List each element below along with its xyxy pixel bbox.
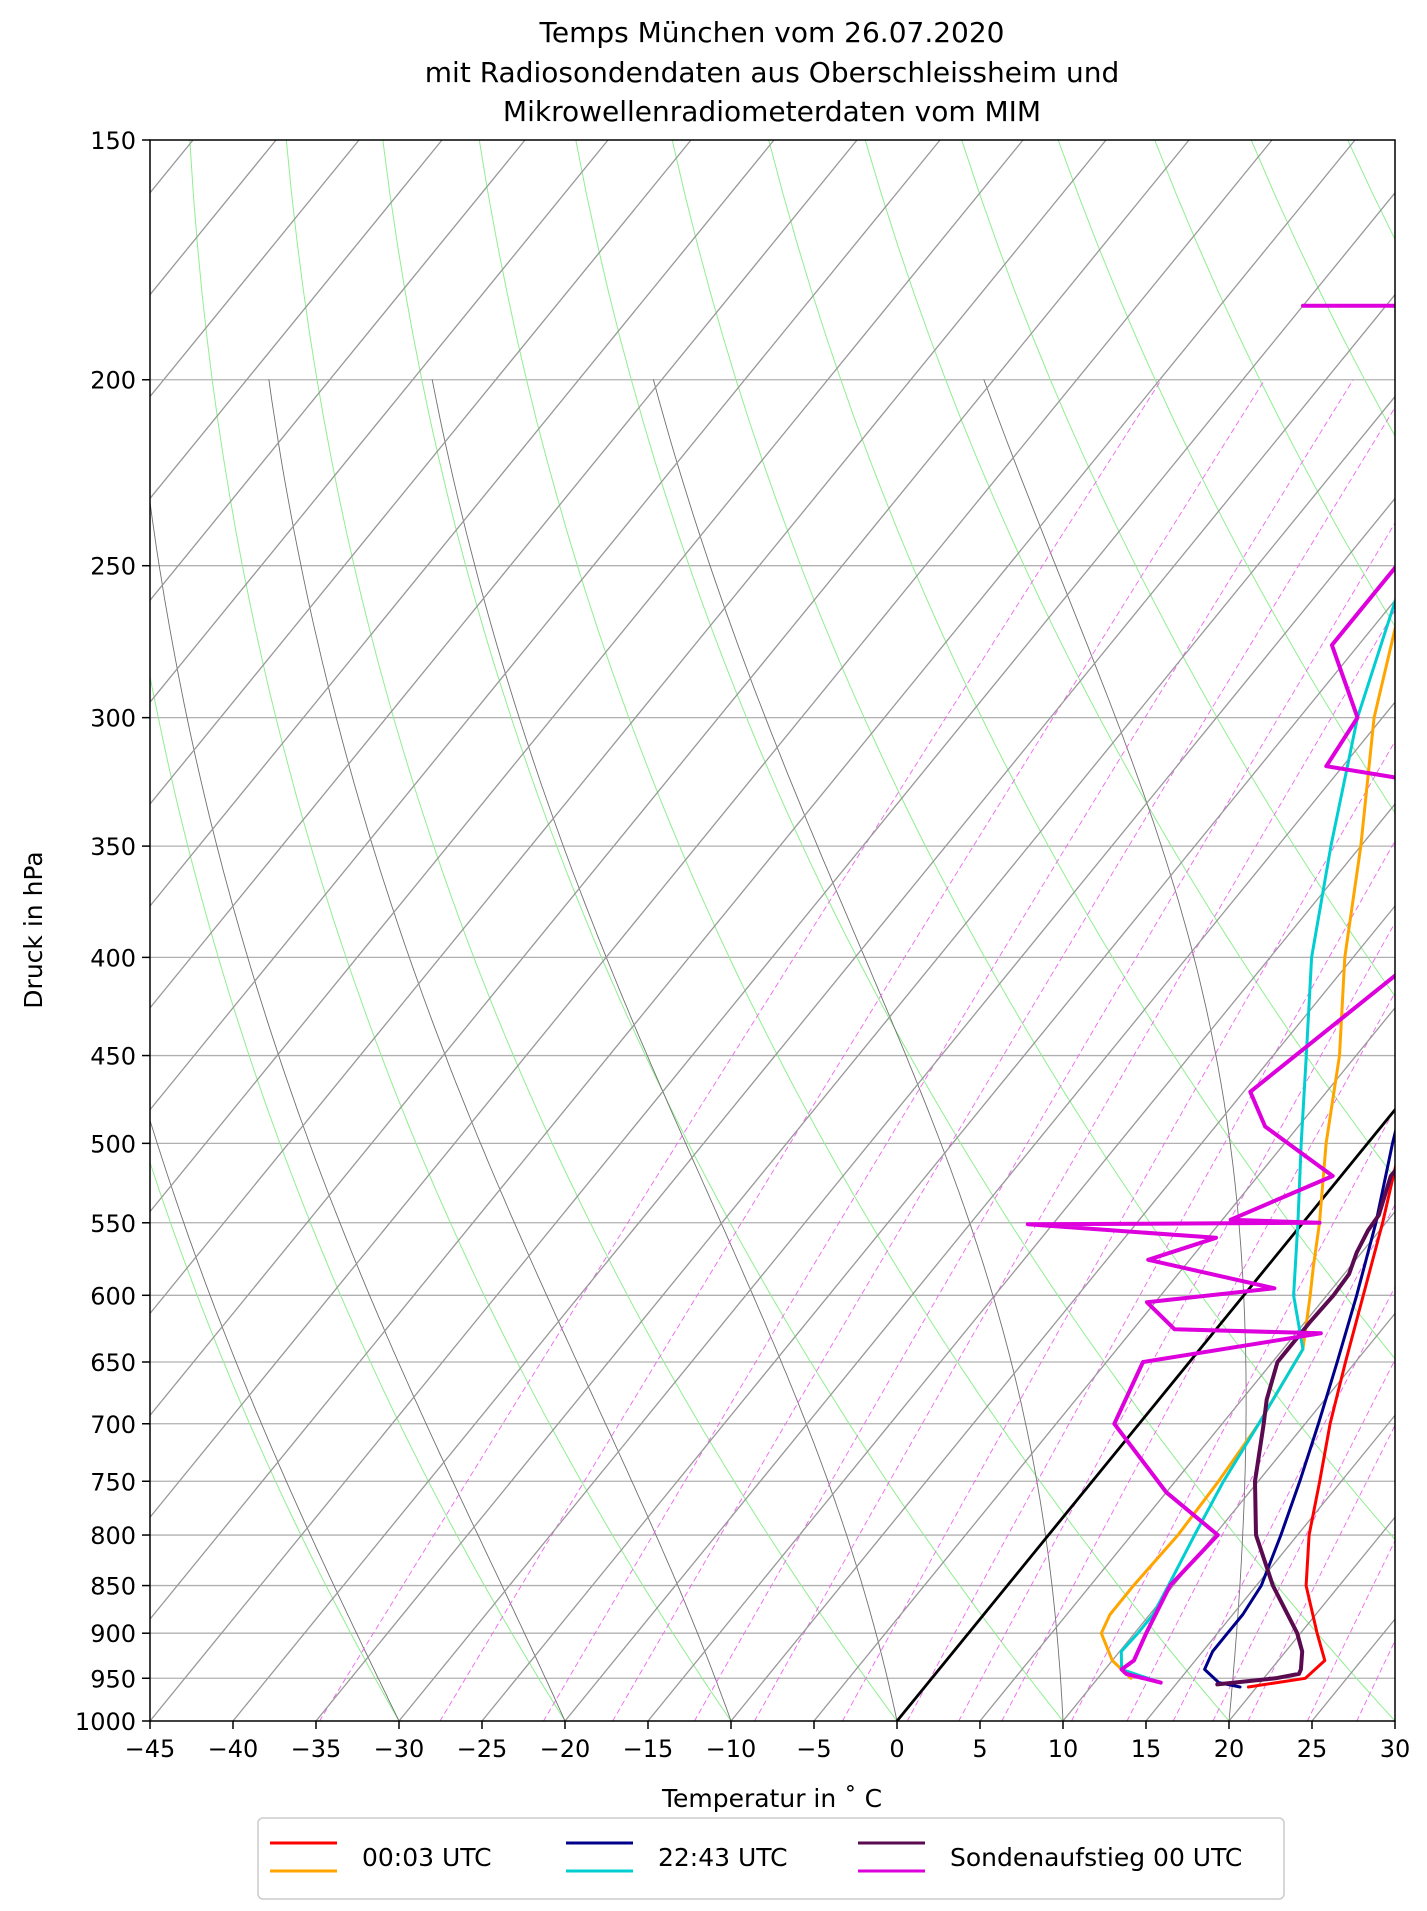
dry-adiabat — [190, 140, 731, 1721]
legend-label: Sondenaufstieg 00 UTC — [950, 1843, 1242, 1872]
isotherm--110 — [0, 140, 359, 1721]
mixing-ratio-line — [1307, 380, 1427, 1721]
isotherm--105 — [0, 140, 442, 1721]
mixing-ratio-line — [907, 380, 1427, 1721]
mixing-ratio-line — [544, 380, 1354, 1721]
y-tick-label: 700 — [90, 1411, 136, 1439]
isotherm--55 — [0, 140, 1272, 1721]
x-tick-label: −5 — [796, 1735, 831, 1763]
isotherm-15 — [1146, 140, 1427, 1721]
dry-adiabat — [1348, 140, 1427, 1721]
isotherm--70 — [0, 140, 1023, 1721]
y-tick-label: 500 — [90, 1130, 136, 1158]
y-tick-label: 550 — [90, 1210, 136, 1238]
x-tick-label: −25 — [457, 1735, 508, 1763]
dry-adiabat — [576, 140, 1395, 1721]
x-tick-label: −20 — [540, 1735, 591, 1763]
chart-title: Temps München vom 26.07.2020 mit Radioso… — [425, 16, 1119, 128]
legend: 00:03 UTC 22:43 UTC Sondenaufstieg 00 UTC — [258, 1818, 1284, 1899]
moist-adiabat — [653, 380, 1063, 1721]
mixing-ratio-line — [1399, 380, 1427, 1721]
legend-label: 22:43 UTC — [658, 1843, 788, 1872]
y-tick-label: 300 — [90, 705, 136, 733]
isotherm-30 — [1395, 140, 1427, 1721]
y-tick-label: 750 — [90, 1468, 136, 1496]
mixing-ratio-line — [320, 380, 1162, 1721]
y-tick-label: 150 — [90, 127, 136, 155]
x-tick-label: −10 — [706, 1735, 757, 1763]
x-tick-label: −30 — [374, 1735, 425, 1763]
x-tick-label: 20 — [1214, 1735, 1245, 1763]
isotherm--35 — [316, 140, 1427, 1721]
isotherm-25 — [1312, 140, 1427, 1721]
isotherm--100 — [0, 140, 525, 1721]
x-tick-label: −15 — [623, 1735, 674, 1763]
y-tick-label: 1000 — [75, 1708, 136, 1736]
title-line-3: Mikrowellenradiometerdaten vom MIM — [503, 95, 1041, 128]
x-tick-label: 15 — [1131, 1735, 1162, 1763]
x-tick-label: −45 — [125, 1735, 176, 1763]
moist-adiabat — [18, 380, 399, 1721]
dry-adiabat — [1058, 140, 1427, 1721]
isotherm--25 — [482, 140, 1427, 1721]
isotherm--45 — [150, 140, 1427, 1721]
moist-adiabat — [136, 380, 565, 1721]
x-tick-label: 5 — [972, 1735, 987, 1763]
y-tick-label: 650 — [90, 1349, 136, 1377]
y-tick-label: 350 — [90, 833, 136, 861]
y-tick-label: 400 — [90, 944, 136, 972]
mixing-ratio-line — [755, 380, 1427, 1721]
mixing-ratio-line — [1002, 380, 1427, 1721]
y-tick-label: 900 — [90, 1620, 136, 1648]
y-tick-label: 200 — [90, 367, 136, 395]
title-line-2: mit Radiosondendaten aus Oberschleisshei… — [425, 56, 1119, 89]
data-series — [1028, 140, 1427, 1687]
isotherm-5 — [980, 140, 1427, 1721]
x-tick-label: 25 — [1297, 1735, 1328, 1763]
mixing-ratio-line — [1357, 380, 1427, 1721]
y-tick-label: 450 — [90, 1043, 136, 1071]
dry-adiabat — [1155, 140, 1427, 1721]
y-tick-label: 250 — [90, 553, 136, 581]
moist-adiabat — [984, 380, 1246, 1721]
moist-adiabat — [1395, 380, 1427, 1721]
title-line-1: Temps München vom 26.07.2020 — [539, 16, 1005, 49]
y-axis: 150 200 250 300 350 400 450 500 550 600 650 700 750 8… — [75, 127, 150, 1736]
dry-adiabat — [0, 140, 399, 1721]
x-tick-label: −40 — [208, 1735, 259, 1763]
mixing-ratio-line — [1072, 380, 1427, 1721]
x-tick-label: 30 — [1380, 1735, 1411, 1763]
isotherm--60 — [0, 140, 1189, 1721]
y-tick-label: 950 — [90, 1665, 136, 1693]
y-tick-label: 800 — [90, 1522, 136, 1550]
dry-adiabat — [865, 140, 1427, 1721]
y-tick-label: 850 — [90, 1573, 136, 1601]
background-lines — [0, 140, 1427, 1721]
x-tick-label: 0 — [889, 1735, 904, 1763]
dry-adiabat — [93, 140, 565, 1721]
mixing-ratio-line — [613, 380, 1412, 1721]
y-tick-label: 600 — [90, 1282, 136, 1310]
x-axis: −45 −40 −35 −30 −25 −20 −15 −10 −5 0 5 10 15 20 25 30 — [125, 1721, 1411, 1763]
legend-label: 00:03 UTC — [362, 1843, 492, 1872]
isotherm--75 — [0, 140, 940, 1721]
x-tick-label: −35 — [291, 1735, 342, 1763]
moist-adiabat — [269, 380, 731, 1721]
isotherm--5 — [814, 140, 1427, 1721]
x-tick-label: 10 — [1048, 1735, 1079, 1763]
x-axis-label: Temperatur in ˚ C — [661, 1784, 882, 1813]
y-axis-label: Druck in hPa — [19, 851, 48, 1008]
dry-adiabat — [383, 140, 1063, 1721]
